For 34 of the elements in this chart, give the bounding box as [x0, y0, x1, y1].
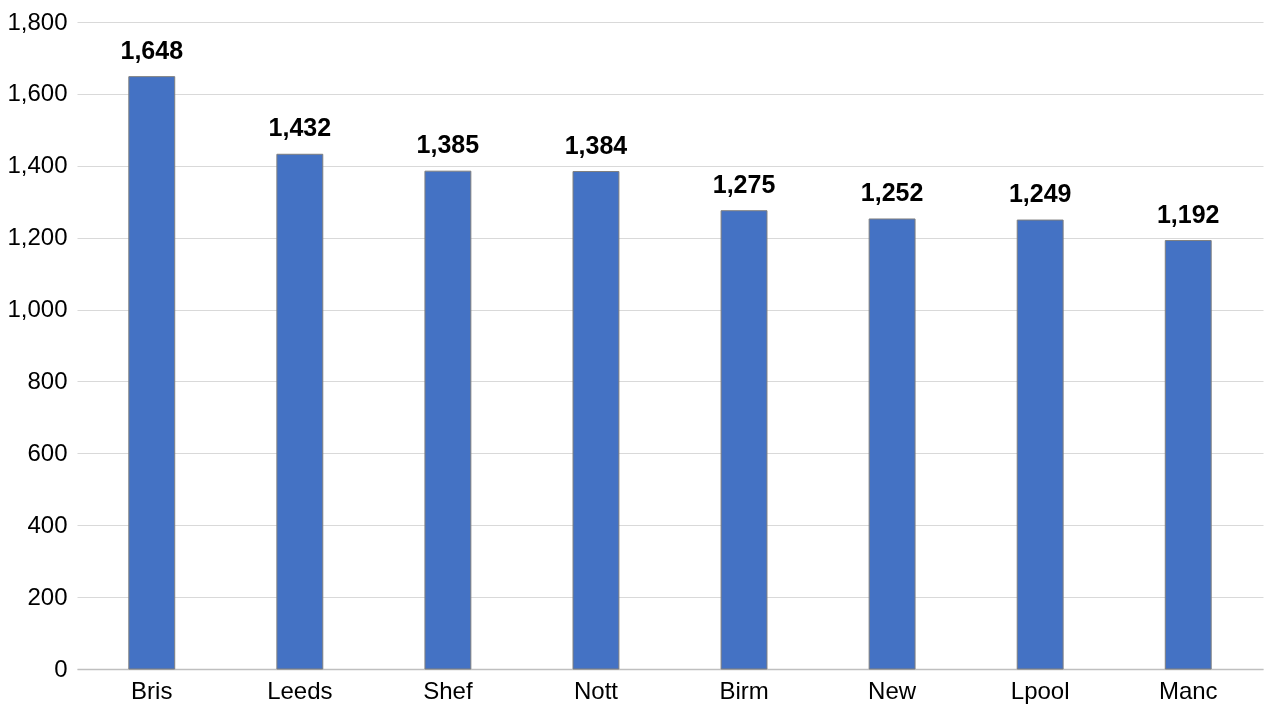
data-label: 1,275 — [712, 169, 776, 198]
y-tick-label: 200 — [27, 582, 68, 610]
x-tick-label: Bris — [131, 676, 173, 704]
bar — [572, 171, 620, 670]
bar — [276, 153, 324, 670]
x-tick-label: Shef — [423, 676, 473, 704]
y-tick-label: 400 — [27, 510, 68, 538]
bar — [720, 210, 768, 670]
data-label: 1,384 — [564, 130, 628, 159]
data-label: 1,252 — [860, 177, 924, 206]
data-label: 1,385 — [416, 130, 480, 159]
x-tick-label: Leeds — [267, 676, 333, 704]
x-tick-label: Birm — [719, 676, 769, 704]
x-tick-label: Lpool — [1010, 676, 1070, 704]
data-label: 1,249 — [1008, 179, 1072, 208]
bar — [1164, 240, 1212, 670]
bar — [1016, 219, 1064, 670]
data-label: 1,648 — [120, 35, 184, 64]
data-label: 1,432 — [268, 113, 332, 142]
y-tick-label: 1,200 — [7, 223, 68, 251]
y-tick-label: 800 — [27, 366, 68, 394]
x-tick-label: New — [868, 676, 917, 704]
x-tick-label: Manc — [1158, 676, 1218, 704]
y-tick-label: 1,400 — [7, 151, 68, 179]
bar — [128, 76, 176, 670]
y-tick-label: 1,000 — [7, 295, 68, 323]
y-tick-label: 1,600 — [7, 79, 68, 107]
y-tick-label: 1,800 — [7, 7, 68, 35]
x-tick-label: Nott — [573, 676, 619, 704]
data-label: 1,192 — [1156, 199, 1220, 228]
bar — [424, 170, 472, 670]
bar — [868, 218, 916, 670]
y-tick-label: 600 — [27, 438, 68, 466]
y-tick-label: 0 — [54, 654, 68, 682]
